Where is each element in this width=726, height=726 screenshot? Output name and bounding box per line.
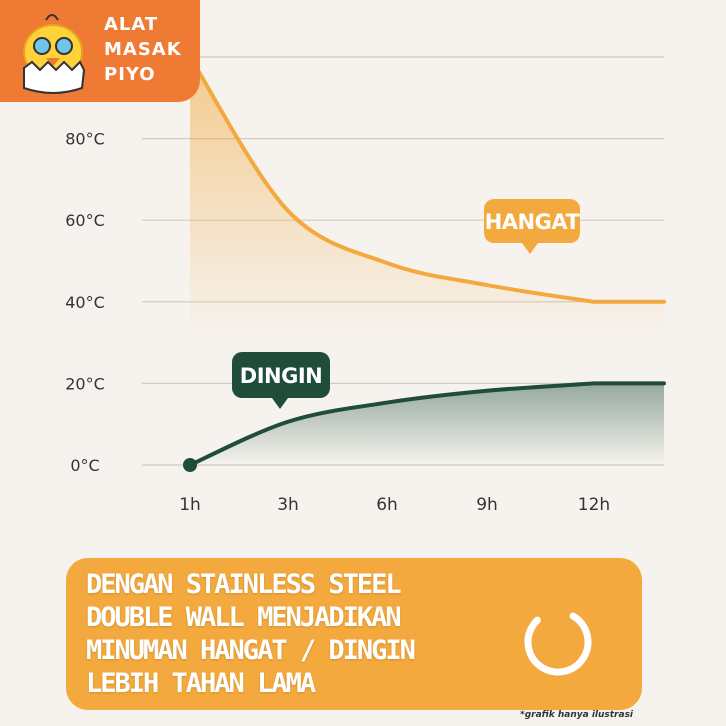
brand-logo: ALAT MASAK PIYO — [0, 0, 200, 102]
x-tick-label: 3h — [277, 495, 299, 515]
bubble-dingin: DINGIN — [232, 352, 330, 409]
x-tick-label: 12h — [578, 495, 610, 515]
banner-line: LEBIH TAHAN LAMA — [86, 668, 316, 699]
x-tick-label: 9h — [476, 495, 498, 515]
series-area — [190, 57, 664, 343]
banner-text: DENGAN STAINLESS STEEL DOUBLE WALL MENJA… — [86, 568, 506, 700]
series-line — [188, 55, 666, 304]
chick-mascot-icon — [23, 14, 86, 94]
y-tick-label: 0°C — [70, 456, 99, 475]
brand-name: ALAT MASAK PIYO — [104, 14, 182, 85]
banner-line: DOUBLE WALL MENJADIKAN — [86, 602, 402, 633]
series-line — [188, 381, 666, 467]
y-tick-label: 60°C — [65, 211, 105, 230]
bubble-hangat: HANGAT — [484, 199, 581, 254]
info-banner: DENGAN STAINLESS STEEL DOUBLE WALL MENJA… — [66, 558, 642, 710]
y-tick-label: 20°C — [65, 374, 105, 393]
series-label-dingin: DINGIN — [240, 364, 322, 388]
y-tick-label: 80°C — [65, 130, 105, 149]
y-axis: 0°C 20°C 40°C 60°C 80°C — [65, 130, 105, 475]
footnote: *grafik hanya ilustrasi — [520, 710, 634, 720]
x-tick-label: 1h — [179, 495, 201, 515]
y-tick-label: 40°C — [65, 293, 105, 312]
banner-line: MINUMAN HANGAT / DINGIN — [86, 635, 416, 666]
x-axis: 1h 3h 6h 9h 12h — [179, 495, 610, 515]
series-label-hangat: HANGAT — [485, 210, 581, 234]
x-tick-label: 6h — [376, 495, 398, 515]
series-area — [190, 383, 664, 465]
banner-line: DENGAN STAINLESS STEEL — [86, 569, 402, 600]
loading-spinner-icon — [524, 608, 592, 676]
data-point — [183, 458, 197, 472]
